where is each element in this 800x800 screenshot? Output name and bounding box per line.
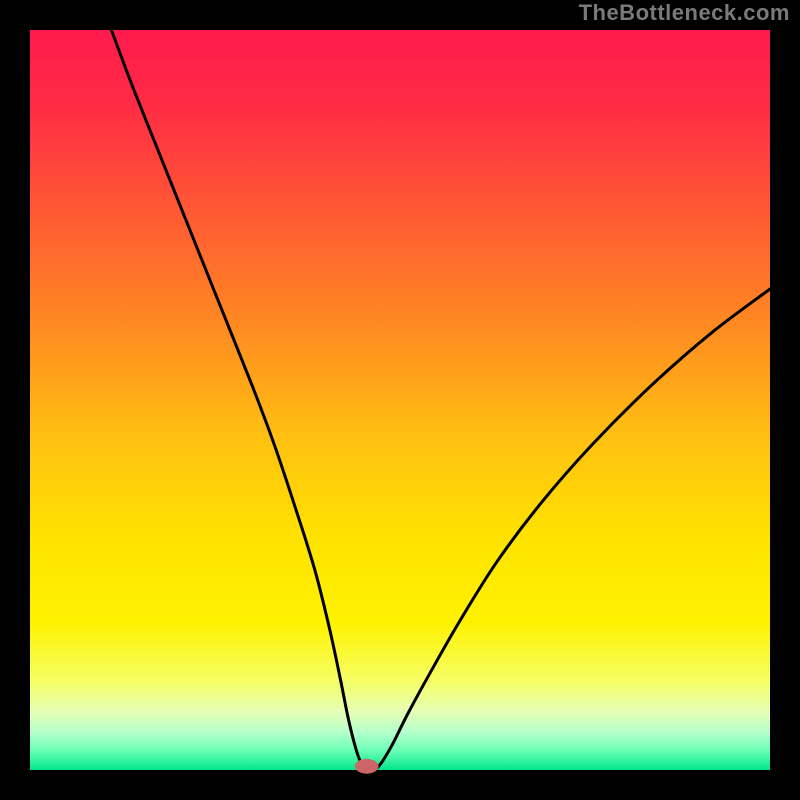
optimum-marker (355, 759, 379, 774)
bottleneck-chart: TheBottleneck.com (0, 0, 800, 800)
watermark-text: TheBottleneck.com (579, 0, 790, 26)
chart-svg (0, 0, 800, 800)
plot-background (30, 30, 770, 770)
